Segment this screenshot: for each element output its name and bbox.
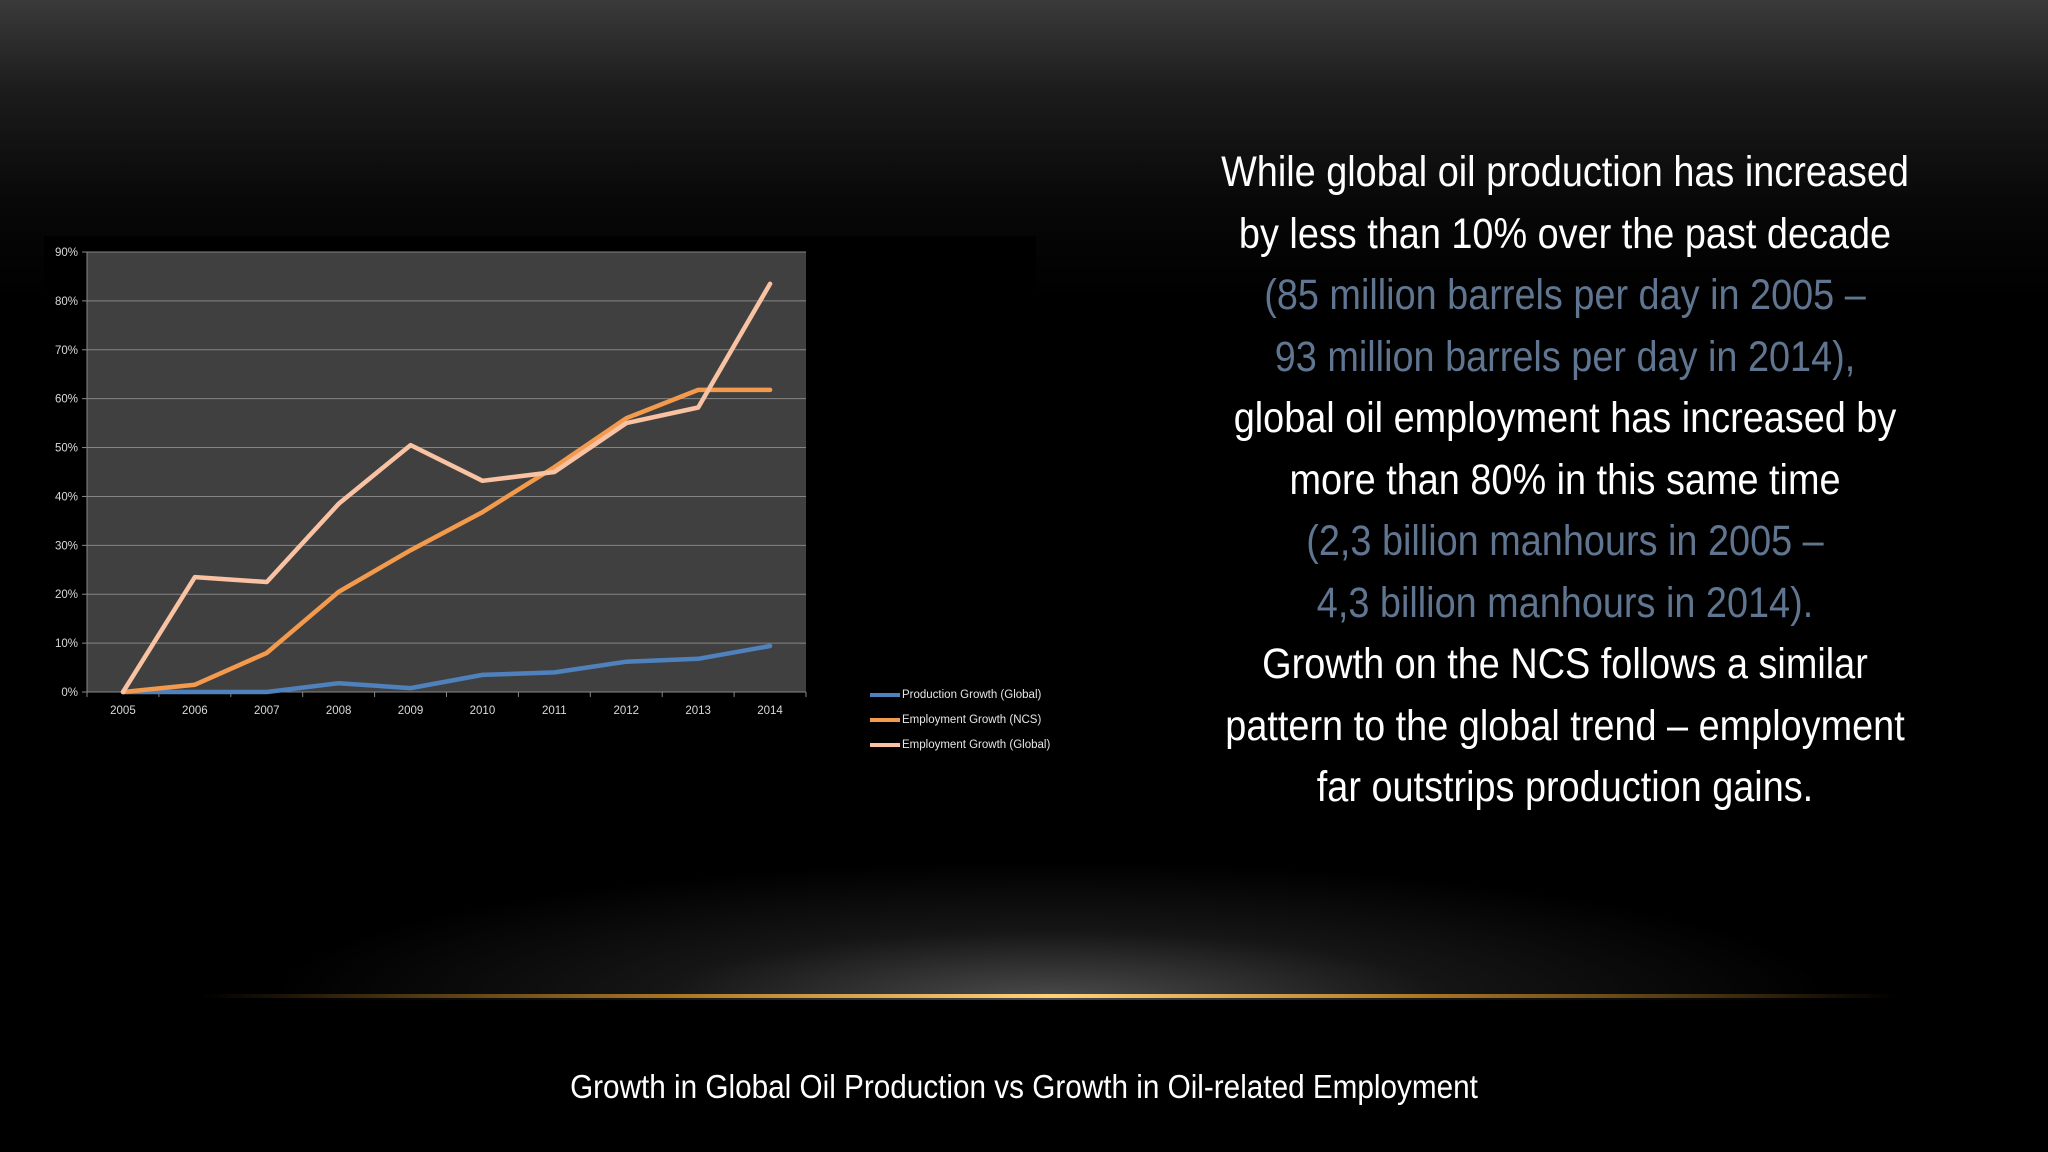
y-tick-label: 80% <box>55 296 78 308</box>
y-tick-label: 0% <box>61 687 78 699</box>
legend-swatch <box>870 692 900 697</box>
slide-caption: Growth in Global Oil Production vs Growt… <box>570 1068 1478 1105</box>
legend-label: Employment Growth (NCS) <box>902 713 1042 726</box>
chart-svg: 0% 10% 20% 30% 40% 50% 60% 70% 80% 90% 2005 2006 200… <box>55 247 807 717</box>
description-text: While global oil production has increase… <box>1191 142 1939 819</box>
x-tick-label: 2010 <box>470 705 496 717</box>
x-tick-label: 2013 <box>685 705 711 717</box>
description-line: pattern to the global trend – employment <box>1225 701 1905 750</box>
horizon-glow-line <box>200 994 1900 998</box>
y-tick-label: 40% <box>55 491 78 503</box>
description-line: global oil employment has increased by <box>1233 394 1897 442</box>
legend-swatch <box>870 717 900 722</box>
legend-item: Employment Growth (Global) <box>870 732 1050 757</box>
description-line: more than 80% in this same time <box>1289 455 1841 504</box>
legend-item: Production Growth (Global) <box>870 682 1050 707</box>
y-tick-label: 30% <box>55 540 78 552</box>
horizon-glow <box>260 860 1840 1000</box>
x-tick-label: 2011 <box>542 705 567 717</box>
x-tick-label: 2012 <box>613 705 639 717</box>
legend-item: Employment Growth (NCS) <box>870 707 1050 732</box>
series-line-2 <box>120 387 773 695</box>
line-chart: 0% 10% 20% 30% 40% 50% 60% 70% 80% 90% 2005 2006 200… <box>44 236 1050 751</box>
series-line-3 <box>120 281 773 695</box>
legend-swatch <box>870 742 900 747</box>
legend-label: Employment Growth (Global) <box>902 738 1051 751</box>
y-tick-label: 20% <box>55 589 78 601</box>
description-line: 4,3 billion manhours in 2014). <box>1316 578 1814 627</box>
legend-label: Production Growth (Global) <box>902 688 1042 701</box>
series-lines <box>120 281 773 695</box>
description-line: Growth on the NCS follows a similar <box>1262 640 1868 688</box>
chart-legend: Production Growth (Global) Employment Gro… <box>870 682 1050 757</box>
y-tick-label: 90% <box>55 247 78 259</box>
gridlines <box>87 251 806 644</box>
axes: 0% 10% 20% 30% 40% 50% 60% 70% 80% 90% 2005 2006 200… <box>55 247 807 717</box>
y-tick-label: 50% <box>55 443 78 455</box>
x-tick-label: 2007 <box>254 705 280 717</box>
series-line-1 <box>120 643 773 695</box>
x-tick-label: 2006 <box>182 705 208 717</box>
y-tick-label: 60% <box>55 394 78 406</box>
y-tick-label: 10% <box>55 638 78 650</box>
x-tick-label: 2008 <box>326 705 352 717</box>
x-tick-label: 2009 <box>398 705 424 717</box>
description-line: (2,3 billion manhours in 2005 – <box>1306 517 1824 565</box>
y-tick-label: 70% <box>55 345 78 357</box>
description-line: While global oil production has increase… <box>1221 148 1909 196</box>
x-tick-label: 2014 <box>757 705 783 717</box>
description-line: by less than 10% over the past decade <box>1238 209 1892 258</box>
description-line: 93 million barrels per day in 2014), <box>1274 332 1856 381</box>
x-tick-label: 2005 <box>110 705 136 717</box>
description-line: far outstrips production gains. <box>1316 763 1814 811</box>
plot-area <box>87 252 806 692</box>
description-line: (85 million barrels per day in 2005 – <box>1264 271 1866 319</box>
